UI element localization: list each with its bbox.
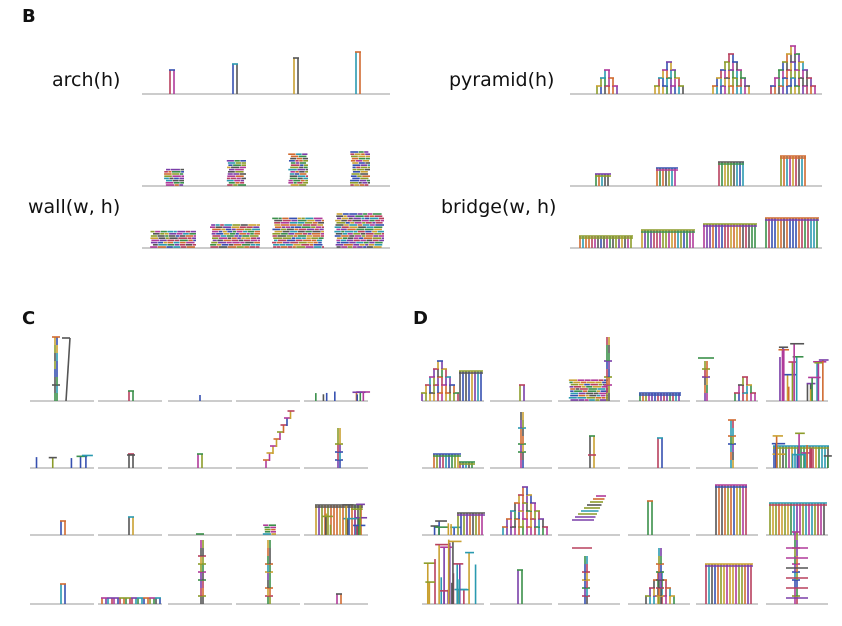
panel-letter-c: C — [22, 308, 36, 329]
wall-label: wall(w, h) — [28, 196, 121, 218]
pyramid-label: pyramid(h) — [449, 69, 555, 91]
panel-letter-b: B — [22, 6, 36, 27]
panel-letter-d: D — [413, 308, 428, 329]
leaning-tower — [65, 337, 71, 402]
bridge-label: bridge(w, h) — [441, 196, 557, 218]
arch-label: arch(h) — [52, 69, 121, 91]
